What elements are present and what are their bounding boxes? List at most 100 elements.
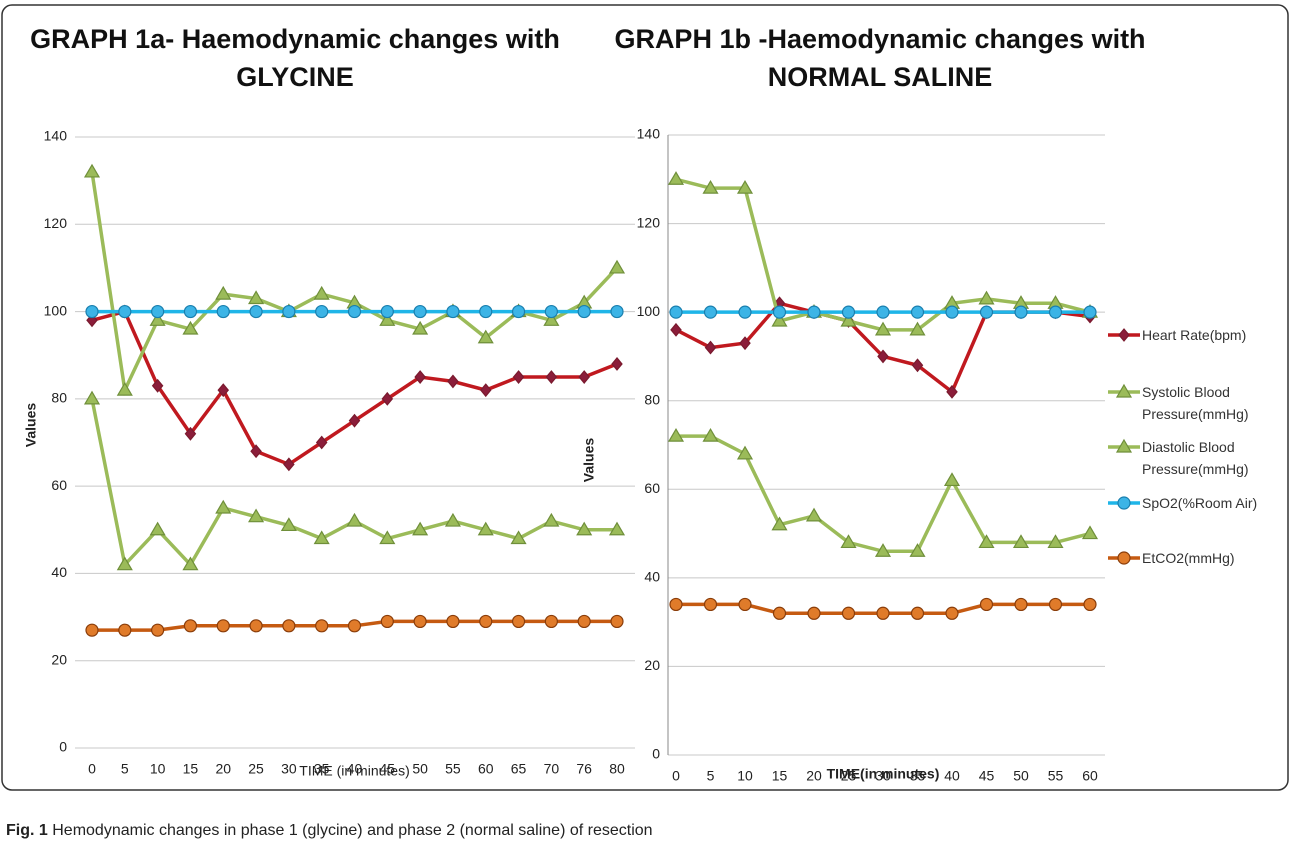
y-tick-label: 60 — [644, 480, 660, 496]
point — [216, 304, 230, 319]
point — [610, 614, 624, 629]
x-tick-label: 20 — [806, 768, 822, 784]
point — [1012, 534, 1030, 549]
point — [736, 179, 754, 194]
point — [380, 614, 394, 629]
point — [315, 619, 329, 633]
y-tick-label: 40 — [51, 564, 67, 580]
point — [577, 304, 591, 319]
x-tick-label: 15 — [183, 761, 199, 777]
x-axis-label: TIME(in minutes) — [827, 766, 940, 782]
point — [704, 340, 717, 355]
x-tick-label: 70 — [544, 761, 560, 777]
y-tick-label: 0 — [59, 739, 67, 755]
point — [1048, 597, 1063, 612]
point — [841, 305, 856, 319]
series-line — [90, 171, 619, 397]
point — [1083, 597, 1097, 612]
x-tick-label: 5 — [707, 768, 715, 784]
point — [116, 556, 133, 571]
x-tick-label: 0 — [88, 761, 96, 777]
point — [874, 543, 892, 557]
y-tick-label: 100 — [44, 302, 68, 318]
point — [183, 619, 198, 633]
point — [1083, 305, 1097, 319]
legend-label: Diastolic Blood Pressure(mmHg) — [1142, 439, 1249, 477]
point — [611, 357, 623, 371]
point — [512, 370, 525, 384]
point — [446, 304, 460, 319]
point — [511, 304, 526, 319]
point — [667, 171, 685, 185]
point — [1014, 305, 1028, 319]
caption: Fig. 1 Hemodynamic changes in phase 1 (g… — [6, 822, 653, 840]
point — [703, 597, 718, 612]
point — [248, 290, 265, 305]
point — [379, 312, 396, 326]
point — [510, 530, 527, 545]
point — [608, 259, 626, 274]
point — [249, 304, 263, 319]
caption-text: Hemodynamic changes in phase 1 (glycine)… — [52, 822, 653, 839]
point — [736, 445, 754, 460]
y-tick-label: 20 — [51, 651, 67, 667]
point — [215, 499, 232, 514]
point — [479, 383, 492, 398]
x-tick-label: 10 — [150, 761, 166, 777]
point — [215, 285, 232, 300]
point — [280, 517, 297, 532]
point — [667, 427, 685, 442]
x-tick-label: 45 — [979, 768, 995, 784]
point — [874, 321, 892, 336]
point — [576, 521, 593, 536]
point — [877, 349, 889, 364]
point — [807, 606, 821, 620]
point — [118, 623, 132, 637]
point — [446, 614, 460, 629]
point — [772, 606, 787, 620]
x-tick-label: 60 — [478, 761, 494, 777]
x-axis-label: TIME (in minutes) — [299, 763, 409, 779]
x-tick-label: 50 — [412, 761, 428, 777]
point — [876, 606, 890, 620]
point — [841, 606, 856, 620]
x-tick-label: 35 — [910, 768, 926, 784]
point — [909, 321, 926, 336]
point — [1047, 534, 1064, 549]
point — [379, 530, 396, 545]
point — [610, 304, 624, 319]
point — [315, 304, 329, 319]
point — [477, 329, 494, 344]
point — [1014, 597, 1028, 612]
point — [282, 619, 296, 633]
y-tick-label: 40 — [644, 569, 660, 585]
point — [151, 304, 165, 319]
x-tick-label: 40 — [944, 768, 960, 784]
point — [771, 516, 788, 531]
point — [282, 304, 296, 319]
point — [771, 312, 788, 327]
legend-label: Heart Rate(bpm) — [1142, 327, 1247, 343]
point — [116, 381, 133, 396]
legend-label: Systolic Blood Pressure(mmHg) — [1142, 384, 1249, 422]
point — [183, 304, 198, 319]
point — [910, 606, 925, 620]
y-tick-label: 0 — [652, 746, 660, 762]
x-tick-label: 80 — [609, 761, 625, 777]
point — [412, 320, 429, 335]
point — [248, 508, 265, 523]
point — [702, 427, 719, 442]
point — [149, 521, 166, 536]
point — [412, 521, 429, 536]
y-tick-label: 120 — [637, 214, 661, 230]
chart-title: GRAPH 1b -Haemodynamic changes with NORM… — [614, 24, 1146, 92]
point — [447, 374, 459, 389]
point — [85, 623, 99, 637]
point — [85, 304, 99, 319]
point — [739, 336, 751, 351]
point — [479, 614, 493, 629]
x-tick-label: 20 — [215, 761, 231, 777]
y-tick-label: 80 — [644, 391, 660, 407]
point — [347, 619, 362, 633]
